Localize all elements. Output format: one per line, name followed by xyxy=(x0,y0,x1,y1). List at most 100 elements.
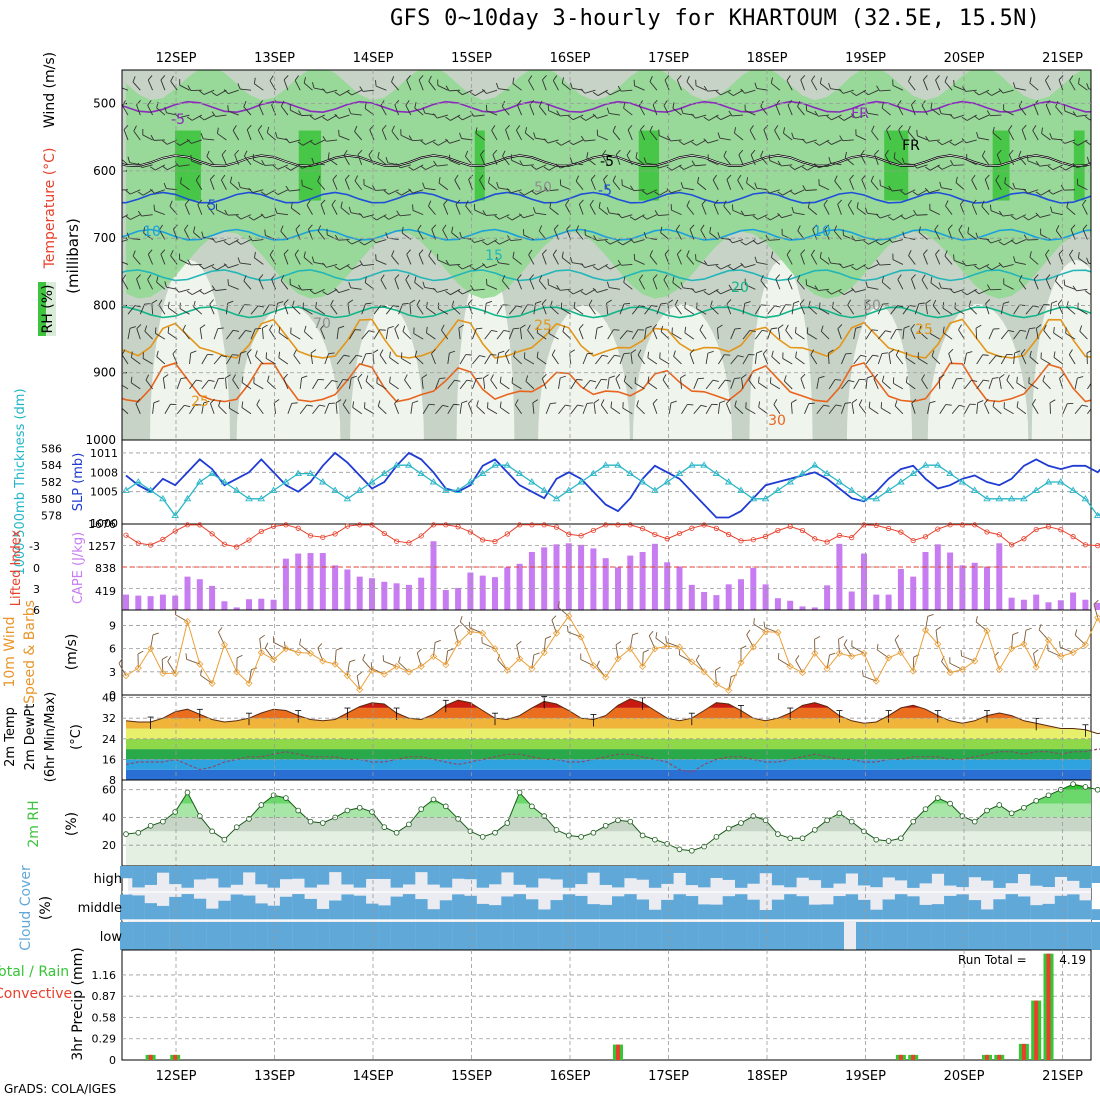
upper-wind-barb xyxy=(400,134,412,141)
rh-point xyxy=(467,828,474,835)
upper-wind-barb xyxy=(705,353,709,365)
li-point xyxy=(541,522,547,528)
wind-barb-flag xyxy=(819,77,822,84)
upper-wind-barb xyxy=(122,261,129,265)
upper-wind-barb xyxy=(870,181,879,191)
li-point xyxy=(123,532,129,538)
upper-wind-barb xyxy=(1052,189,1063,195)
cloud-low-cell xyxy=(821,922,834,950)
wind-speed-point xyxy=(417,662,425,670)
wind-barb-flag xyxy=(1063,105,1066,112)
upper-wind-barb xyxy=(209,303,215,315)
wind-barb-flag xyxy=(225,374,231,379)
upper-wind-barb xyxy=(1065,333,1076,340)
upper-wind-barb xyxy=(689,353,695,365)
wind-barb-flag xyxy=(580,135,585,142)
upper-wind-barb xyxy=(879,263,891,266)
wind-barb-flag xyxy=(953,80,955,87)
wind-barb-flag xyxy=(623,102,626,109)
wind-barb-flag xyxy=(1014,350,1021,354)
upper-wind-barb xyxy=(762,353,769,365)
wind-barb-flag xyxy=(434,639,441,643)
wind-barb-flag xyxy=(114,185,117,190)
li-point xyxy=(197,522,203,528)
wind-barb-flag xyxy=(269,249,274,256)
upper-wind-barb xyxy=(782,234,793,240)
wind-barb-flag xyxy=(881,102,884,109)
wind-barb-flag xyxy=(208,379,215,382)
upper-wind-barb xyxy=(1033,278,1039,290)
upper-wind-barb xyxy=(166,188,178,191)
wind-barb-flag xyxy=(516,305,523,308)
wind-barb-flag xyxy=(654,163,659,169)
upper-wind-barb xyxy=(527,329,535,340)
upper-wind-barb xyxy=(978,89,990,96)
upper-wind-barb xyxy=(426,332,436,340)
wind-barb-flag xyxy=(334,288,340,293)
upper-wind-barb xyxy=(344,179,350,190)
wind-barb-flag xyxy=(921,100,926,106)
upper-wind-barb xyxy=(253,159,264,166)
wind-barb-flag xyxy=(253,77,256,84)
cloud-low-cell xyxy=(710,922,723,950)
upper-wind-barb xyxy=(914,303,920,315)
wind-barb-flag xyxy=(1041,127,1043,134)
wind-barb-flag xyxy=(1047,190,1054,195)
wind-barb-flag xyxy=(160,75,166,81)
wind-barb-flag xyxy=(174,287,180,293)
thickness-point xyxy=(183,494,192,502)
wind-speed-point xyxy=(823,665,831,673)
cloud-low-cell xyxy=(452,922,465,950)
upper-wind-barb xyxy=(954,85,965,91)
temp-band xyxy=(126,718,1091,729)
upper-wind-barb xyxy=(302,139,313,146)
upper-wind-barb xyxy=(265,214,276,219)
cloud-low-cell xyxy=(144,922,157,950)
cloud-low-cell xyxy=(894,922,908,950)
wind-barb-flag xyxy=(700,224,705,231)
upper-wind-barb xyxy=(1040,234,1051,240)
wind-barb-flag xyxy=(680,182,684,189)
wind-barb-flag xyxy=(533,132,536,139)
contour-label: 20 xyxy=(731,280,749,296)
upper-wind-barb xyxy=(1028,214,1039,221)
thickness-point xyxy=(159,494,167,502)
upper-wind-barb xyxy=(385,305,394,315)
wind-barb-flag xyxy=(350,375,357,379)
wind-barb-flag xyxy=(186,116,193,121)
wind-barb-flag xyxy=(888,349,895,354)
upper-wind-barb xyxy=(929,189,940,194)
cloud-mid-cell xyxy=(722,896,736,920)
upper-wind-barb xyxy=(258,104,264,116)
wind-barb-flag xyxy=(949,113,955,119)
upper-wind-barb xyxy=(238,330,246,340)
wind-barb-flag xyxy=(998,241,1005,246)
wind-barb-flag xyxy=(726,174,732,180)
upper-wind-barb xyxy=(364,239,375,246)
wind-barb-flag xyxy=(938,374,945,379)
wind-barb-flag xyxy=(570,82,573,89)
rh-point xyxy=(344,807,351,814)
upper-wind-barb xyxy=(754,330,763,340)
upper-wind-barb xyxy=(1015,261,1026,265)
wind-barb-flag xyxy=(385,156,389,163)
upper-wind-barb xyxy=(447,379,455,390)
wind-barb-flag xyxy=(984,398,989,405)
upper-wind-barb xyxy=(324,380,333,390)
cloud-high-cell xyxy=(1017,866,1031,875)
upper-wind-barb xyxy=(693,378,699,390)
wind-barb-flag xyxy=(911,398,917,404)
upper-wind-barb xyxy=(315,307,326,315)
wind-speed-point xyxy=(196,660,204,668)
upper-wind-barb xyxy=(280,280,289,290)
wind-barb-flag xyxy=(561,77,564,84)
upper-wind-barb xyxy=(879,214,891,219)
wind-barb-flag xyxy=(180,377,187,379)
wind-barb-flag xyxy=(715,115,722,121)
wind-barb-flag xyxy=(908,250,912,256)
wind-barb-flag xyxy=(912,163,918,169)
wind-barb-flag xyxy=(649,125,653,132)
wind-barb-flag xyxy=(1003,301,1010,304)
upper-wind-barb xyxy=(689,229,695,240)
upper-wind-barb xyxy=(265,357,276,365)
